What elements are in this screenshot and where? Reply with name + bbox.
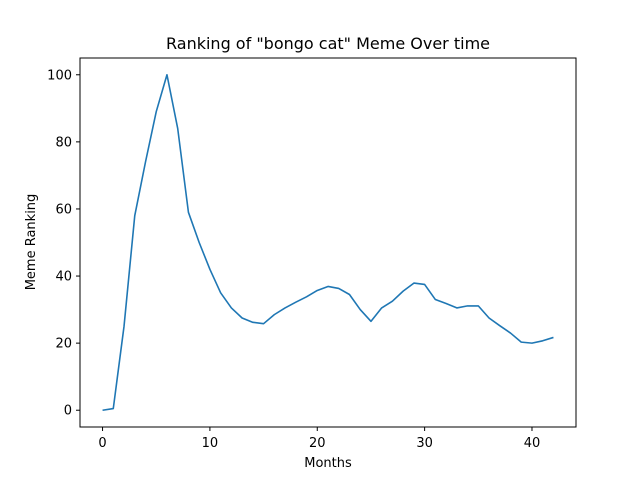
y-tick-label: 40 <box>55 270 72 285</box>
y-axis: 0 20 40 60 80 100 <box>47 68 80 419</box>
x-tick-label: 40 <box>524 436 541 451</box>
x-axis: 0 10 20 30 40 <box>98 427 540 451</box>
y-tick-label: 60 <box>55 202 72 217</box>
x-tick-label: 10 <box>202 436 219 451</box>
y-tick-label: 100 <box>47 68 72 83</box>
x-tick-label: 30 <box>416 436 433 451</box>
y-tick-label: 80 <box>55 135 72 150</box>
x-axis-label: Months <box>304 456 352 471</box>
series-line-0 <box>102 73 554 412</box>
y-tick-label: 0 <box>64 404 72 419</box>
chart-title: Ranking of "bongo cat" Meme Over time <box>166 34 490 53</box>
y-tick-label: 20 <box>55 337 72 352</box>
x-tick-label: 0 <box>98 436 106 451</box>
y-axis-label: Meme Ranking <box>24 194 39 291</box>
plot-frame <box>79 57 577 428</box>
plot-area <box>102 73 554 412</box>
x-tick-label: 20 <box>309 436 326 451</box>
